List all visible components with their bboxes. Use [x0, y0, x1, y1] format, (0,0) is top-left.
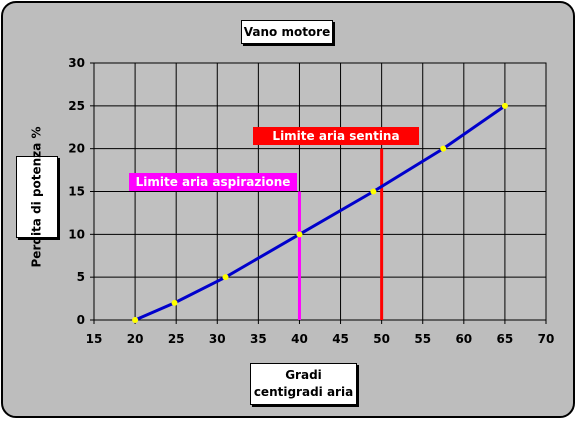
x-tick-label: 35	[250, 332, 267, 346]
annotation-limite-aspirazione: Limite aria aspirazione	[129, 173, 297, 191]
data-point	[501, 102, 508, 109]
data-point	[370, 188, 377, 195]
chart-title: Vano motore	[241, 20, 333, 44]
x-tick-label: 65	[497, 332, 514, 346]
y-tick-label: 10	[68, 227, 85, 241]
limit-lines	[297, 148, 384, 320]
x-axis-label: Gradi centigradi aria	[250, 363, 357, 405]
y-tick-label: 5	[77, 270, 85, 284]
x-tick-label: 70	[538, 332, 555, 346]
data-point	[296, 231, 303, 238]
tick-labels: 15 20 25 30 35 40 45 50 55 60 65 70 0 5 10 15 20 25 30	[68, 56, 554, 346]
data-point	[132, 317, 139, 323]
y-tick-label: 30	[68, 56, 85, 70]
annotation-limite-sentina: Limite aria sentina	[253, 127, 419, 145]
y-axis-label-text: Perdita di potenza %	[29, 126, 44, 268]
y-axis-label: Perdita di potenza %	[16, 127, 58, 267]
x-tick-label: 55	[414, 332, 431, 346]
x-tick-label: 60	[455, 332, 472, 346]
x-tick-label: 15	[86, 332, 103, 346]
data-series	[132, 102, 508, 323]
y-tick-label: 25	[68, 99, 85, 113]
y-tick-label: 0	[77, 313, 85, 327]
x-tick-label: 40	[291, 332, 308, 346]
x-tick-label: 50	[373, 332, 390, 346]
data-point	[171, 299, 178, 306]
x-tick-label: 45	[332, 332, 349, 346]
x-tick-label: 30	[209, 332, 226, 346]
y-tick-label: 15	[68, 185, 85, 199]
x-tick-label: 25	[168, 332, 185, 346]
data-point	[222, 274, 229, 281]
y-tick-label: 20	[68, 142, 85, 156]
data-point	[440, 145, 447, 152]
x-tick-label: 20	[127, 332, 144, 346]
